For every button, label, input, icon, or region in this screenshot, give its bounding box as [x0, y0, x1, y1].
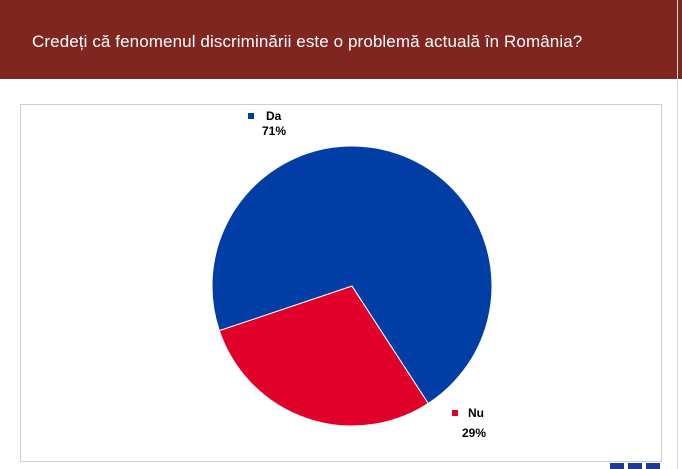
footer-mark — [610, 463, 624, 469]
legend-swatch-nu — [452, 410, 458, 416]
footer-mark — [628, 463, 642, 469]
slice-category-nu: Nu — [468, 406, 484, 420]
legend-swatch-da — [248, 113, 254, 119]
pie-slice-nu — [218, 285, 429, 427]
page-edge-divider — [677, 0, 678, 469]
slice-label-nu: Nu — [468, 406, 484, 420]
title-bar: Credeți că fenomenul discriminării este … — [0, 0, 682, 79]
pie-slice-da — [211, 145, 493, 405]
slice-value-nu: 29% — [462, 426, 487, 440]
footer-mark — [646, 463, 660, 469]
slice-value-da: 71% — [262, 124, 287, 138]
page-title: Credeți că fenomenul discriminării este … — [32, 32, 583, 51]
slice-label-da: Da — [266, 109, 281, 123]
slice-category-da: Da — [266, 109, 282, 123]
